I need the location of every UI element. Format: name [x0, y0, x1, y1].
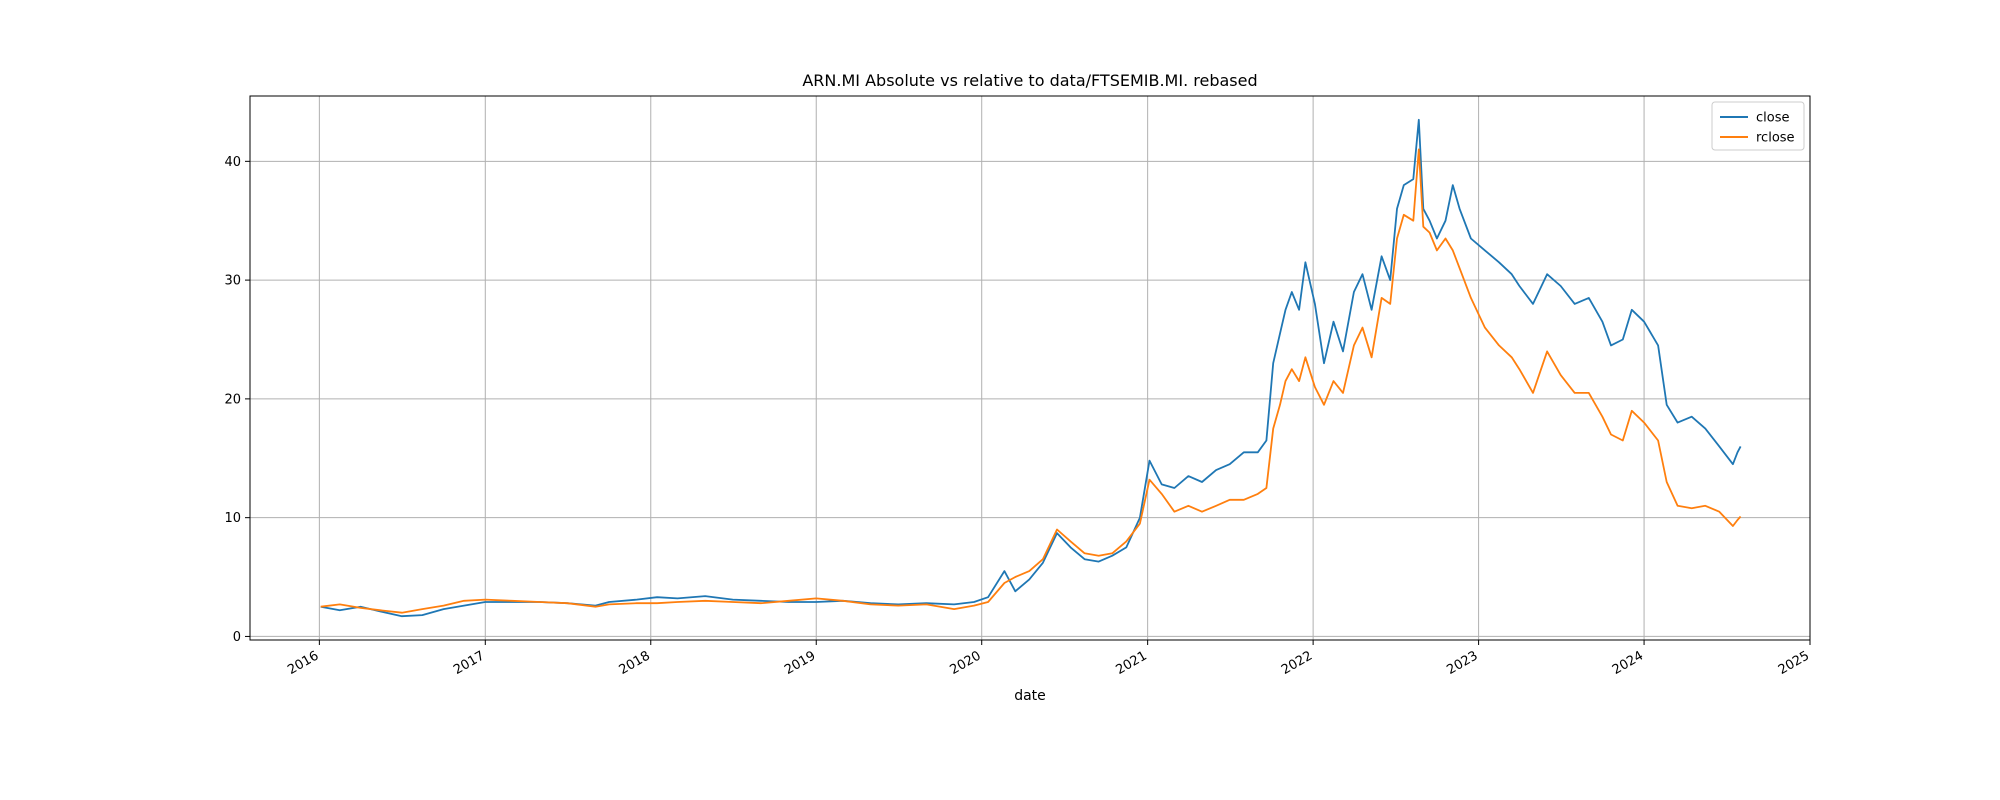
x-tick-label: 2019	[782, 648, 818, 678]
x-tick-label: 2017	[451, 648, 487, 678]
y-tick-label: 30	[224, 274, 241, 289]
x-tick-label: 2021	[1113, 648, 1149, 678]
x-tick-label: 2016	[285, 648, 321, 678]
gridlines	[250, 96, 1811, 640]
chart-title: ARN.MI Absolute vs relative to data/FTSE…	[802, 71, 1257, 90]
legend-label-close: close	[1756, 111, 1789, 126]
y-tick-label: 0	[233, 630, 241, 645]
series-line-rclose	[320, 148, 1742, 614]
x-axis-label: date	[1014, 688, 1046, 704]
x-tick-label: 2025	[1776, 648, 1812, 678]
x-tick-label: 2023	[1444, 648, 1480, 678]
series-line-close	[320, 118, 1742, 618]
x-tick-label: 2018	[617, 648, 653, 678]
series-lines	[320, 118, 1742, 618]
x-tick-label: 2022	[1279, 648, 1315, 678]
plot-frame	[249, 95, 1811, 641]
x-tick-label: 2020	[948, 648, 984, 678]
legend: close rclose	[1711, 101, 1805, 151]
legend-label-rclose: rclose	[1756, 131, 1795, 146]
x-tick-label: 2024	[1610, 648, 1646, 678]
y-tick-label: 10	[224, 511, 241, 526]
y-tick-label: 20	[224, 392, 241, 407]
y-tick-label: 40	[224, 155, 241, 170]
axis-ticks: 2016 2017 2018 2019 2020 2021 2022 2023 2024 2025…	[224, 155, 1812, 678]
